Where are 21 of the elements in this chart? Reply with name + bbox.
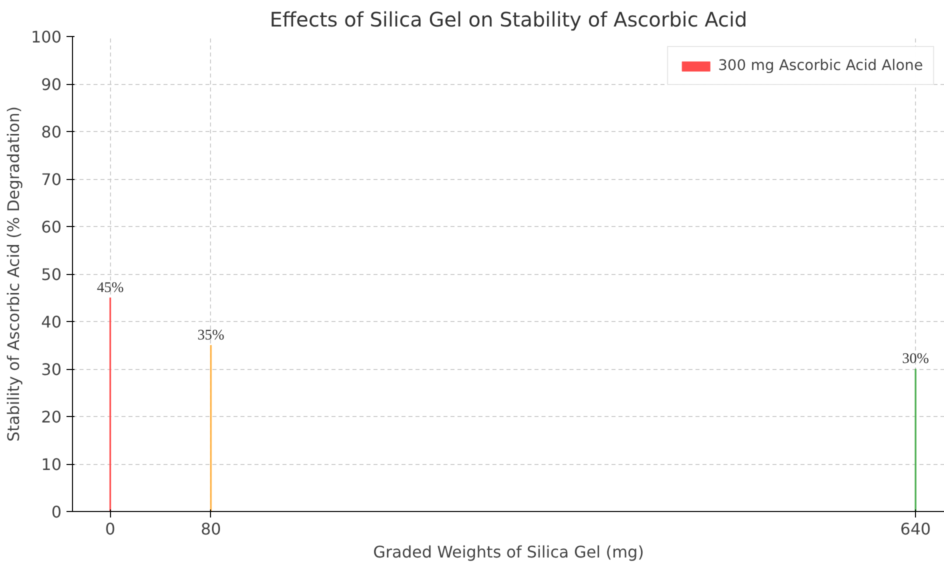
y-tick-label: 80 (41, 122, 62, 142)
x-axis-title: Graded Weights of Silica Gel (mg) (373, 542, 644, 562)
x-tick-label: 80 (200, 520, 222, 538)
y-tick-label: 20 (41, 408, 62, 426)
y-axis-title: Stability of Ascorbic Acid (% Degradation) (4, 106, 23, 442)
y-tick-label: 60 (41, 218, 62, 236)
data-label: 35% (197, 327, 224, 344)
chart-title: Effects of Silica Gel on Stability of Ascorbic Acid (270, 8, 748, 32)
x-tick-label: 0 (105, 520, 116, 538)
y-tick-label: 30 (41, 360, 62, 379)
data-label: 30% (902, 351, 929, 367)
y-tick-label: 70 (41, 170, 62, 189)
y-tick-label: 50 (41, 265, 62, 284)
legend-label: 300 mg Ascorbic Acid Alone (718, 57, 923, 74)
data-label: 45% (96, 280, 124, 296)
y-tick-label: 0 (51, 502, 62, 522)
y-tick-label: 90 (41, 75, 62, 94)
y-tick-label: 10 (41, 455, 62, 474)
x-tick-label: 640 (900, 520, 931, 538)
y-tick-label: 40 (41, 312, 62, 332)
y-tick-label: 100 (30, 28, 62, 46)
